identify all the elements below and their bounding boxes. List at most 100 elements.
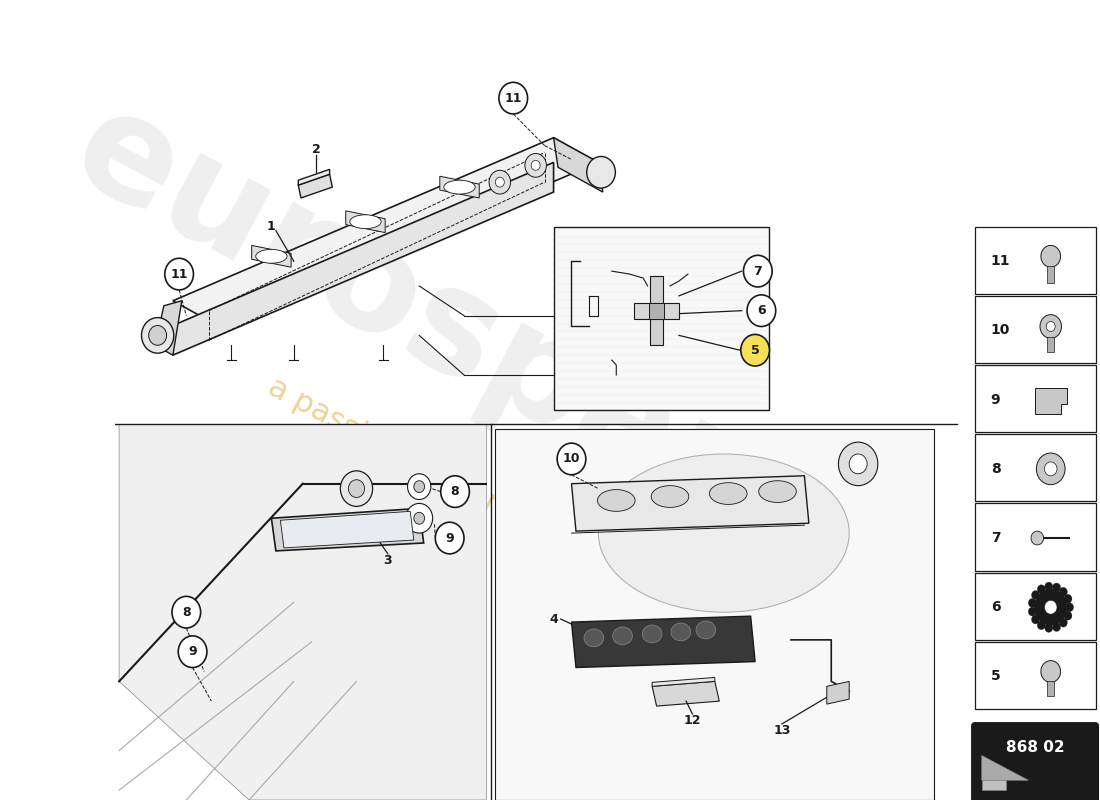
- Circle shape: [1064, 594, 1071, 603]
- Polygon shape: [1047, 338, 1054, 352]
- Text: 8: 8: [991, 462, 1001, 476]
- Circle shape: [165, 258, 194, 290]
- Polygon shape: [345, 211, 385, 233]
- Text: 868 02: 868 02: [1005, 740, 1065, 755]
- Polygon shape: [1047, 682, 1054, 696]
- Text: 1: 1: [267, 220, 276, 233]
- Text: 7: 7: [754, 265, 762, 278]
- Text: 9: 9: [991, 393, 1000, 406]
- Ellipse shape: [651, 486, 689, 507]
- Circle shape: [1037, 585, 1045, 594]
- Circle shape: [1053, 583, 1060, 592]
- FancyBboxPatch shape: [495, 430, 934, 800]
- Polygon shape: [649, 302, 663, 318]
- Circle shape: [586, 157, 615, 188]
- Ellipse shape: [584, 629, 604, 646]
- Polygon shape: [982, 755, 1028, 780]
- Circle shape: [178, 636, 207, 667]
- Text: 6: 6: [991, 600, 1000, 614]
- Polygon shape: [280, 511, 414, 548]
- Text: 4: 4: [549, 613, 558, 626]
- Polygon shape: [652, 678, 715, 686]
- Text: 6: 6: [757, 304, 766, 317]
- Circle shape: [740, 334, 770, 366]
- FancyBboxPatch shape: [972, 723, 1098, 800]
- Circle shape: [1028, 607, 1036, 616]
- Circle shape: [1045, 600, 1057, 614]
- Circle shape: [558, 443, 586, 474]
- Circle shape: [490, 170, 510, 194]
- Ellipse shape: [598, 454, 849, 612]
- Circle shape: [1064, 611, 1071, 620]
- Ellipse shape: [696, 621, 716, 639]
- Circle shape: [414, 512, 425, 524]
- Polygon shape: [173, 162, 553, 355]
- Text: 7: 7: [991, 531, 1000, 545]
- Circle shape: [436, 522, 464, 554]
- FancyBboxPatch shape: [553, 226, 769, 410]
- FancyBboxPatch shape: [975, 503, 1096, 570]
- Circle shape: [142, 318, 174, 353]
- Polygon shape: [298, 174, 332, 198]
- Ellipse shape: [759, 481, 796, 502]
- Circle shape: [408, 474, 431, 499]
- Polygon shape: [572, 476, 808, 531]
- Ellipse shape: [597, 490, 635, 511]
- Text: 8: 8: [451, 485, 460, 498]
- Circle shape: [172, 596, 200, 628]
- Circle shape: [1032, 615, 1040, 624]
- Text: 11: 11: [505, 92, 522, 105]
- Circle shape: [1066, 602, 1074, 612]
- Polygon shape: [652, 682, 719, 706]
- Text: 11: 11: [170, 268, 188, 281]
- Text: 2: 2: [311, 143, 320, 156]
- Ellipse shape: [443, 180, 475, 194]
- Circle shape: [849, 454, 867, 474]
- Polygon shape: [440, 176, 480, 198]
- Text: 11: 11: [991, 254, 1010, 268]
- Polygon shape: [827, 682, 849, 704]
- Circle shape: [1041, 661, 1060, 682]
- Circle shape: [1037, 621, 1045, 630]
- Polygon shape: [272, 508, 424, 551]
- Circle shape: [1036, 453, 1065, 485]
- Polygon shape: [1035, 388, 1067, 414]
- Circle shape: [1031, 531, 1044, 545]
- Text: a passion for parts since 1985: a passion for parts since 1985: [263, 373, 683, 614]
- Circle shape: [1059, 587, 1067, 596]
- Circle shape: [495, 178, 504, 187]
- Polygon shape: [553, 138, 603, 192]
- Polygon shape: [298, 170, 330, 185]
- Polygon shape: [173, 138, 598, 326]
- Text: 8: 8: [182, 606, 190, 618]
- Text: 3: 3: [384, 554, 393, 567]
- Circle shape: [1045, 462, 1057, 476]
- Circle shape: [1045, 582, 1053, 591]
- Polygon shape: [572, 616, 755, 667]
- Text: 10: 10: [563, 453, 580, 466]
- Text: 9: 9: [446, 531, 454, 545]
- FancyBboxPatch shape: [975, 365, 1096, 432]
- Circle shape: [1046, 322, 1055, 331]
- Ellipse shape: [255, 250, 287, 263]
- FancyBboxPatch shape: [975, 296, 1096, 363]
- Polygon shape: [252, 246, 292, 267]
- Circle shape: [406, 503, 432, 533]
- Polygon shape: [982, 780, 1005, 790]
- Circle shape: [1035, 590, 1067, 625]
- Polygon shape: [155, 301, 182, 355]
- Ellipse shape: [671, 623, 691, 641]
- Text: 10: 10: [991, 323, 1010, 338]
- Circle shape: [349, 480, 364, 498]
- Circle shape: [1041, 246, 1060, 267]
- Circle shape: [1059, 618, 1067, 627]
- Text: 9: 9: [188, 646, 197, 658]
- FancyBboxPatch shape: [975, 642, 1096, 709]
- Circle shape: [441, 476, 470, 507]
- Circle shape: [744, 255, 772, 287]
- Polygon shape: [635, 302, 679, 318]
- Ellipse shape: [710, 482, 747, 505]
- Circle shape: [148, 326, 166, 346]
- Circle shape: [1040, 314, 1062, 338]
- Polygon shape: [1047, 266, 1054, 283]
